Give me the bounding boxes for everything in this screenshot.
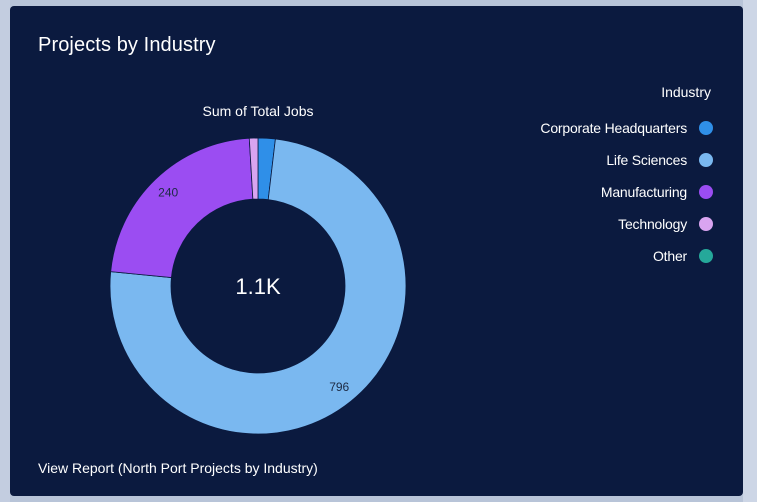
donut-slice-life-sciences[interactable] (109, 138, 407, 435)
page-frame-right (743, 0, 757, 502)
legend-item-manufacturing[interactable]: Manufacturing (433, 176, 713, 208)
legend-swatch (699, 217, 713, 231)
legend-swatch (699, 153, 713, 167)
legend-item-other[interactable]: Other (433, 240, 713, 272)
page-frame-left (0, 0, 10, 502)
donut-data-label: 240 (158, 186, 178, 200)
donut-slice-technology[interactable] (248, 137, 259, 200)
legend-item-label: Other (652, 248, 687, 264)
donut-data-label: 796 (329, 380, 349, 394)
legend-swatch (699, 185, 713, 199)
legend-item-label: Technology (618, 216, 687, 232)
donut-chart: Sum of Total Jobs 796 240 1.1K (109, 103, 407, 435)
legend-item-technology[interactable]: Technology (433, 208, 713, 240)
legend: Industry Corporate Headquarters Life Scie… (433, 84, 713, 272)
donut-center-total: 1.1K (235, 274, 281, 299)
dashboard-card: Projects by Industry Sum of Total Jobs 7… (10, 6, 743, 496)
legend-item-label: Life Sciences (606, 152, 687, 168)
legend-swatch (699, 249, 713, 263)
legend-item-label: Corporate Headquarters (540, 120, 687, 136)
chart-title: Sum of Total Jobs (202, 103, 313, 119)
card-title: Projects by Industry (38, 34, 216, 56)
legend-swatch (699, 121, 713, 135)
donut-slice-manufacturing[interactable] (110, 137, 254, 278)
legend-item-corporate-headquarters[interactable]: Corporate Headquarters (433, 112, 713, 144)
view-report-link[interactable]: View Report (North Port Projects by Indu… (38, 460, 318, 476)
legend-title: Industry (661, 84, 711, 100)
legend-item-life-sciences[interactable]: Life Sciences (433, 144, 713, 176)
legend-item-label: Manufacturing (600, 184, 687, 200)
